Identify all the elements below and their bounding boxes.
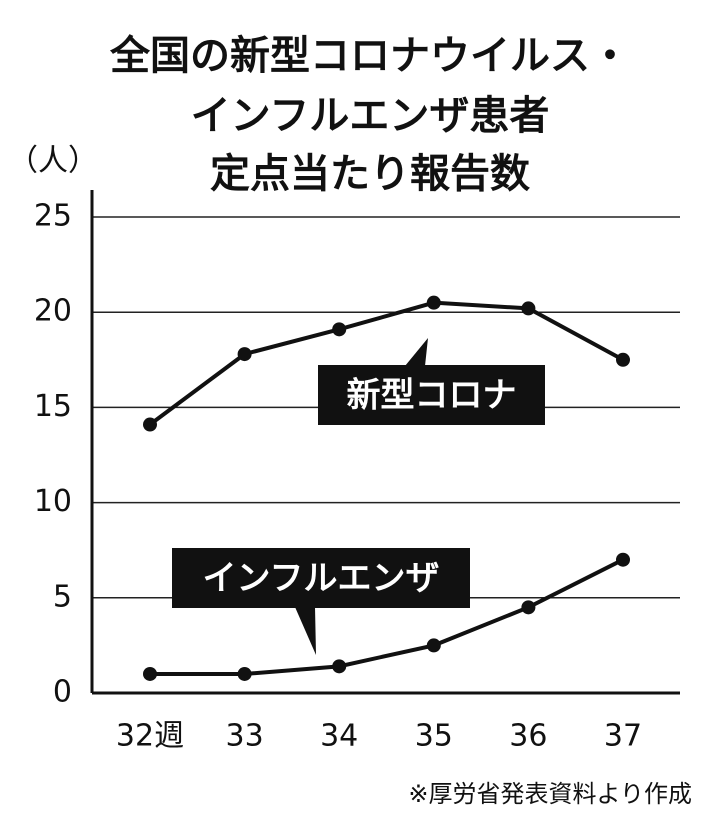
legend-label: 新型コロナ [347, 376, 517, 416]
label-box [172, 548, 470, 608]
point [616, 352, 630, 367]
label-box [318, 365, 545, 425]
point [143, 417, 157, 432]
point [237, 666, 252, 681]
x-tick-label: 36 [509, 719, 547, 754]
y-tick-label: 0 [53, 675, 72, 710]
x-tick-label: 34 [320, 719, 358, 754]
point [332, 322, 347, 337]
y-tick-label: 5 [53, 579, 72, 614]
y-tick-label: 10 [34, 484, 72, 519]
point [332, 659, 347, 674]
point [521, 301, 536, 316]
source-note: ※厚労省発表資料より作成 [408, 780, 692, 808]
y-tick-label: 25 [34, 199, 72, 234]
x-tick-label: 32週 [116, 719, 184, 754]
point [521, 600, 536, 615]
y-tick-label: 15 [34, 389, 72, 424]
series-line [148, 300, 624, 427]
point [237, 347, 252, 362]
x-tick-label: 35 [415, 719, 453, 754]
chart-title: 全国の新型コロナウイルス・ [109, 33, 630, 79]
legend-label: インフルエンザ [203, 559, 440, 599]
y-axis-label: （人） [8, 144, 98, 179]
point [426, 295, 441, 310]
x-tick-label: 33 [226, 719, 264, 754]
chart-title: 定点当たり報告数 [210, 151, 530, 197]
label-pointer [405, 338, 428, 366]
x-tick-label: 37 [604, 719, 642, 754]
series-line [150, 557, 624, 676]
point [426, 638, 441, 653]
point [616, 552, 630, 567]
label-pointer [295, 607, 316, 655]
point [143, 666, 157, 681]
y-tick-label: 20 [34, 294, 72, 329]
chart-title: インフルエンザ患者 [191, 93, 550, 139]
